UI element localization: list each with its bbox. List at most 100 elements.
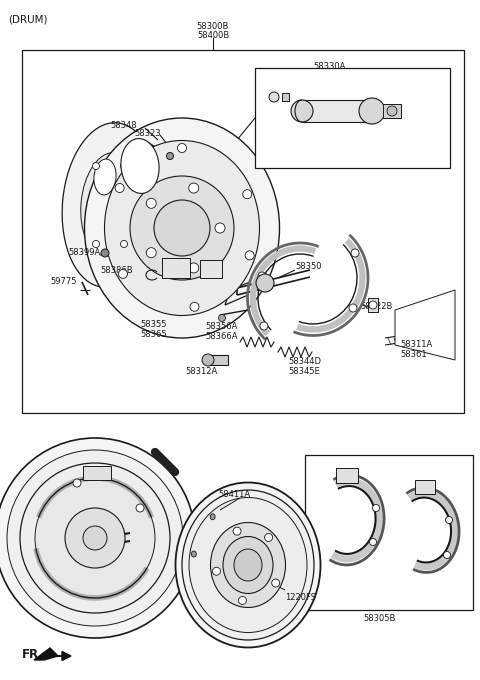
Bar <box>162 258 190 278</box>
Circle shape <box>189 263 199 273</box>
Circle shape <box>83 526 107 550</box>
Circle shape <box>120 241 128 248</box>
Text: 58323: 58323 <box>134 129 161 138</box>
Circle shape <box>370 539 376 545</box>
FancyArrow shape <box>40 651 71 660</box>
Circle shape <box>213 567 220 575</box>
Bar <box>302 100 372 122</box>
Circle shape <box>256 274 274 292</box>
Circle shape <box>215 223 225 233</box>
Ellipse shape <box>192 551 196 557</box>
Circle shape <box>167 152 173 160</box>
Bar <box>305 455 473 610</box>
Circle shape <box>245 251 254 260</box>
Bar <box>415 480 435 494</box>
Circle shape <box>130 176 234 280</box>
Circle shape <box>73 479 81 487</box>
Ellipse shape <box>234 549 262 581</box>
Text: 58355: 58355 <box>140 320 167 329</box>
Ellipse shape <box>189 498 307 632</box>
Circle shape <box>372 505 380 511</box>
Text: 58314: 58314 <box>262 74 288 83</box>
Circle shape <box>146 248 156 258</box>
Circle shape <box>351 249 359 257</box>
Bar <box>383 104 401 118</box>
Circle shape <box>178 143 187 152</box>
Ellipse shape <box>210 513 215 520</box>
Circle shape <box>120 163 128 169</box>
Circle shape <box>218 314 226 322</box>
Polygon shape <box>395 290 455 360</box>
Circle shape <box>359 98 385 124</box>
Ellipse shape <box>223 537 273 594</box>
Text: 58411A: 58411A <box>218 490 250 499</box>
Ellipse shape <box>81 152 139 257</box>
Ellipse shape <box>62 122 158 287</box>
Text: 59775: 59775 <box>50 277 76 286</box>
Circle shape <box>0 438 195 638</box>
Bar <box>200 260 222 278</box>
Text: 58300B: 58300B <box>197 22 229 31</box>
Ellipse shape <box>94 159 116 195</box>
Ellipse shape <box>182 490 314 640</box>
Circle shape <box>369 301 377 309</box>
Circle shape <box>445 517 453 524</box>
Circle shape <box>136 504 144 512</box>
Circle shape <box>243 190 252 199</box>
Circle shape <box>119 269 128 278</box>
Circle shape <box>101 249 109 257</box>
Text: 58399A: 58399A <box>68 248 100 257</box>
Text: 58305B: 58305B <box>364 614 396 623</box>
Circle shape <box>349 304 357 312</box>
Text: 58400B: 58400B <box>197 31 229 40</box>
Text: FR.: FR. <box>22 648 44 661</box>
Bar <box>22 50 464 413</box>
Ellipse shape <box>105 141 260 316</box>
Circle shape <box>93 163 99 169</box>
Bar <box>336 468 358 483</box>
Ellipse shape <box>121 139 159 193</box>
Text: 58344D: 58344D <box>288 357 321 366</box>
Circle shape <box>239 596 246 605</box>
Text: 58312A: 58312A <box>185 367 217 376</box>
Circle shape <box>189 183 199 193</box>
Bar <box>368 298 378 312</box>
Text: 58322B: 58322B <box>360 302 392 311</box>
Circle shape <box>35 478 155 598</box>
Circle shape <box>115 184 124 192</box>
Text: 58386B: 58386B <box>100 266 132 275</box>
Text: (DRUM): (DRUM) <box>8 14 48 24</box>
Text: 58348: 58348 <box>110 121 137 130</box>
Circle shape <box>154 200 210 256</box>
Circle shape <box>258 272 266 280</box>
Circle shape <box>233 527 241 535</box>
Circle shape <box>146 199 156 208</box>
Text: 58366A: 58366A <box>205 332 238 341</box>
Circle shape <box>269 92 279 102</box>
Ellipse shape <box>176 483 321 647</box>
Circle shape <box>291 100 313 122</box>
Circle shape <box>65 508 125 568</box>
Text: 58345E: 58345E <box>288 367 320 376</box>
Circle shape <box>20 463 170 613</box>
Circle shape <box>264 533 273 541</box>
Bar <box>255 68 450 168</box>
Bar <box>208 355 228 365</box>
Bar <box>83 466 111 480</box>
Ellipse shape <box>211 522 286 607</box>
Circle shape <box>387 106 397 116</box>
Circle shape <box>7 450 183 626</box>
Text: 1220FS: 1220FS <box>285 593 316 602</box>
Ellipse shape <box>84 118 279 338</box>
Circle shape <box>202 354 214 366</box>
Circle shape <box>190 303 199 311</box>
Bar <box>282 93 289 101</box>
Text: 58350: 58350 <box>295 262 322 271</box>
Circle shape <box>444 551 451 558</box>
Text: 58365: 58365 <box>140 330 167 339</box>
Text: 58311A: 58311A <box>400 340 432 349</box>
Text: 58330A: 58330A <box>314 62 346 71</box>
Circle shape <box>93 241 99 248</box>
Text: 58361: 58361 <box>400 350 427 359</box>
Text: 58356A: 58356A <box>205 322 238 331</box>
